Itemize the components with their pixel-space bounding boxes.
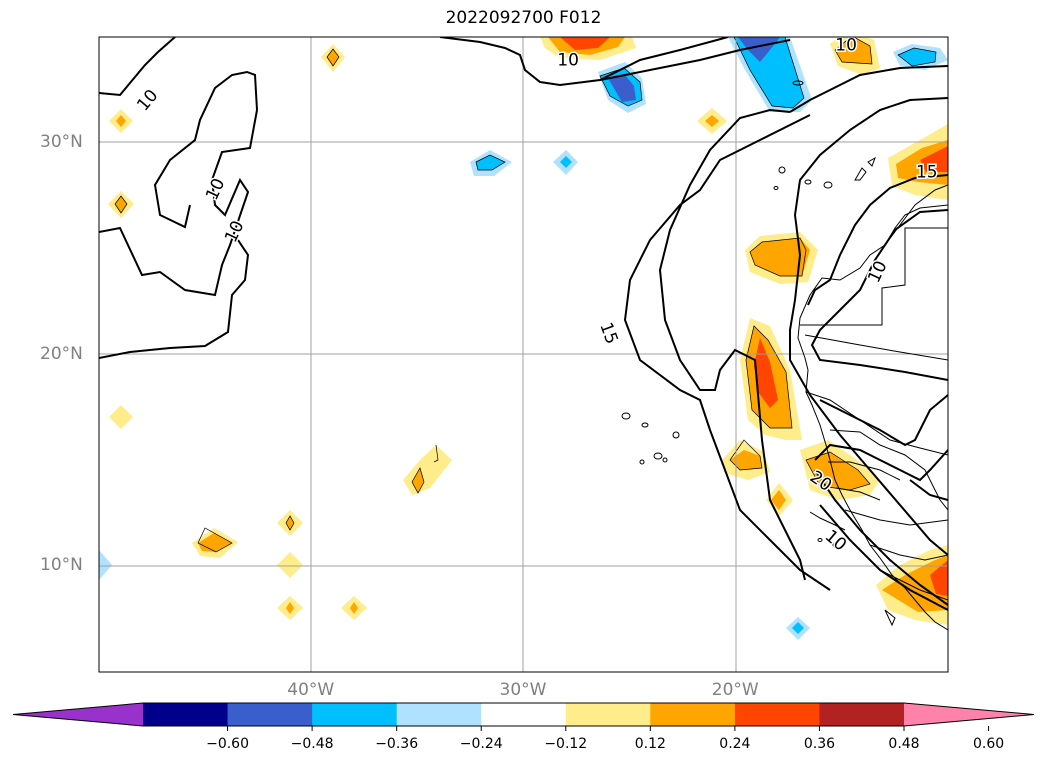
colorbar-segment bbox=[396, 703, 482, 726]
contour-label: 10 bbox=[556, 49, 581, 72]
colorbar-tick-label: −0.24 bbox=[459, 736, 503, 752]
colorbar-tick-label: −0.48 bbox=[290, 736, 334, 752]
colorbar-tick-label: −0.12 bbox=[544, 736, 588, 752]
svg-text:15: 15 bbox=[916, 162, 938, 182]
colorbar-tick-label: 0.60 bbox=[972, 736, 1005, 752]
lat-label: 30°N bbox=[40, 131, 83, 152]
colorbar-tick-label: 0.48 bbox=[888, 736, 920, 752]
colorbar-segment bbox=[143, 703, 229, 726]
contour-lines bbox=[99, 37, 948, 611]
colorbar-tick-label: −0.36 bbox=[375, 736, 419, 752]
colorbar-segment bbox=[734, 703, 820, 726]
shaded-anomalies bbox=[99, 37, 948, 640]
anomaly-outlines bbox=[114, 37, 937, 553]
colorbar-tick-label: 0.36 bbox=[803, 736, 836, 752]
contour-label: 15 bbox=[914, 161, 939, 184]
colorbar-segment bbox=[565, 703, 651, 726]
colorbar-tick-label: 0.24 bbox=[719, 736, 751, 752]
lon-label: 30°W bbox=[499, 680, 547, 700]
colorbar-segment bbox=[481, 703, 567, 726]
map-title: 2022092700 F012 bbox=[445, 8, 602, 28]
contour-label: 10 bbox=[834, 35, 859, 57]
colorbar-segment bbox=[312, 703, 398, 726]
colorbar-segment bbox=[227, 703, 313, 726]
lat-label: 20°N bbox=[40, 343, 83, 364]
colorbar-segment bbox=[650, 703, 736, 726]
colorbar-tick-label: −0.60 bbox=[206, 736, 249, 752]
lon-label: 40°W bbox=[287, 680, 335, 700]
svg-text:10: 10 bbox=[557, 50, 579, 70]
lon-label: 20°W bbox=[711, 680, 759, 700]
gridlines bbox=[99, 37, 948, 672]
colorbar-extend-high bbox=[904, 703, 1034, 726]
lat-label: 10°N bbox=[40, 555, 83, 576]
colorbar bbox=[12, 702, 1035, 731]
colorbar-extend-low bbox=[13, 703, 143, 726]
colorbar-segment bbox=[819, 703, 905, 726]
colorbar-tick-label: 0.12 bbox=[634, 736, 666, 752]
svg-text:10: 10 bbox=[835, 35, 857, 55]
